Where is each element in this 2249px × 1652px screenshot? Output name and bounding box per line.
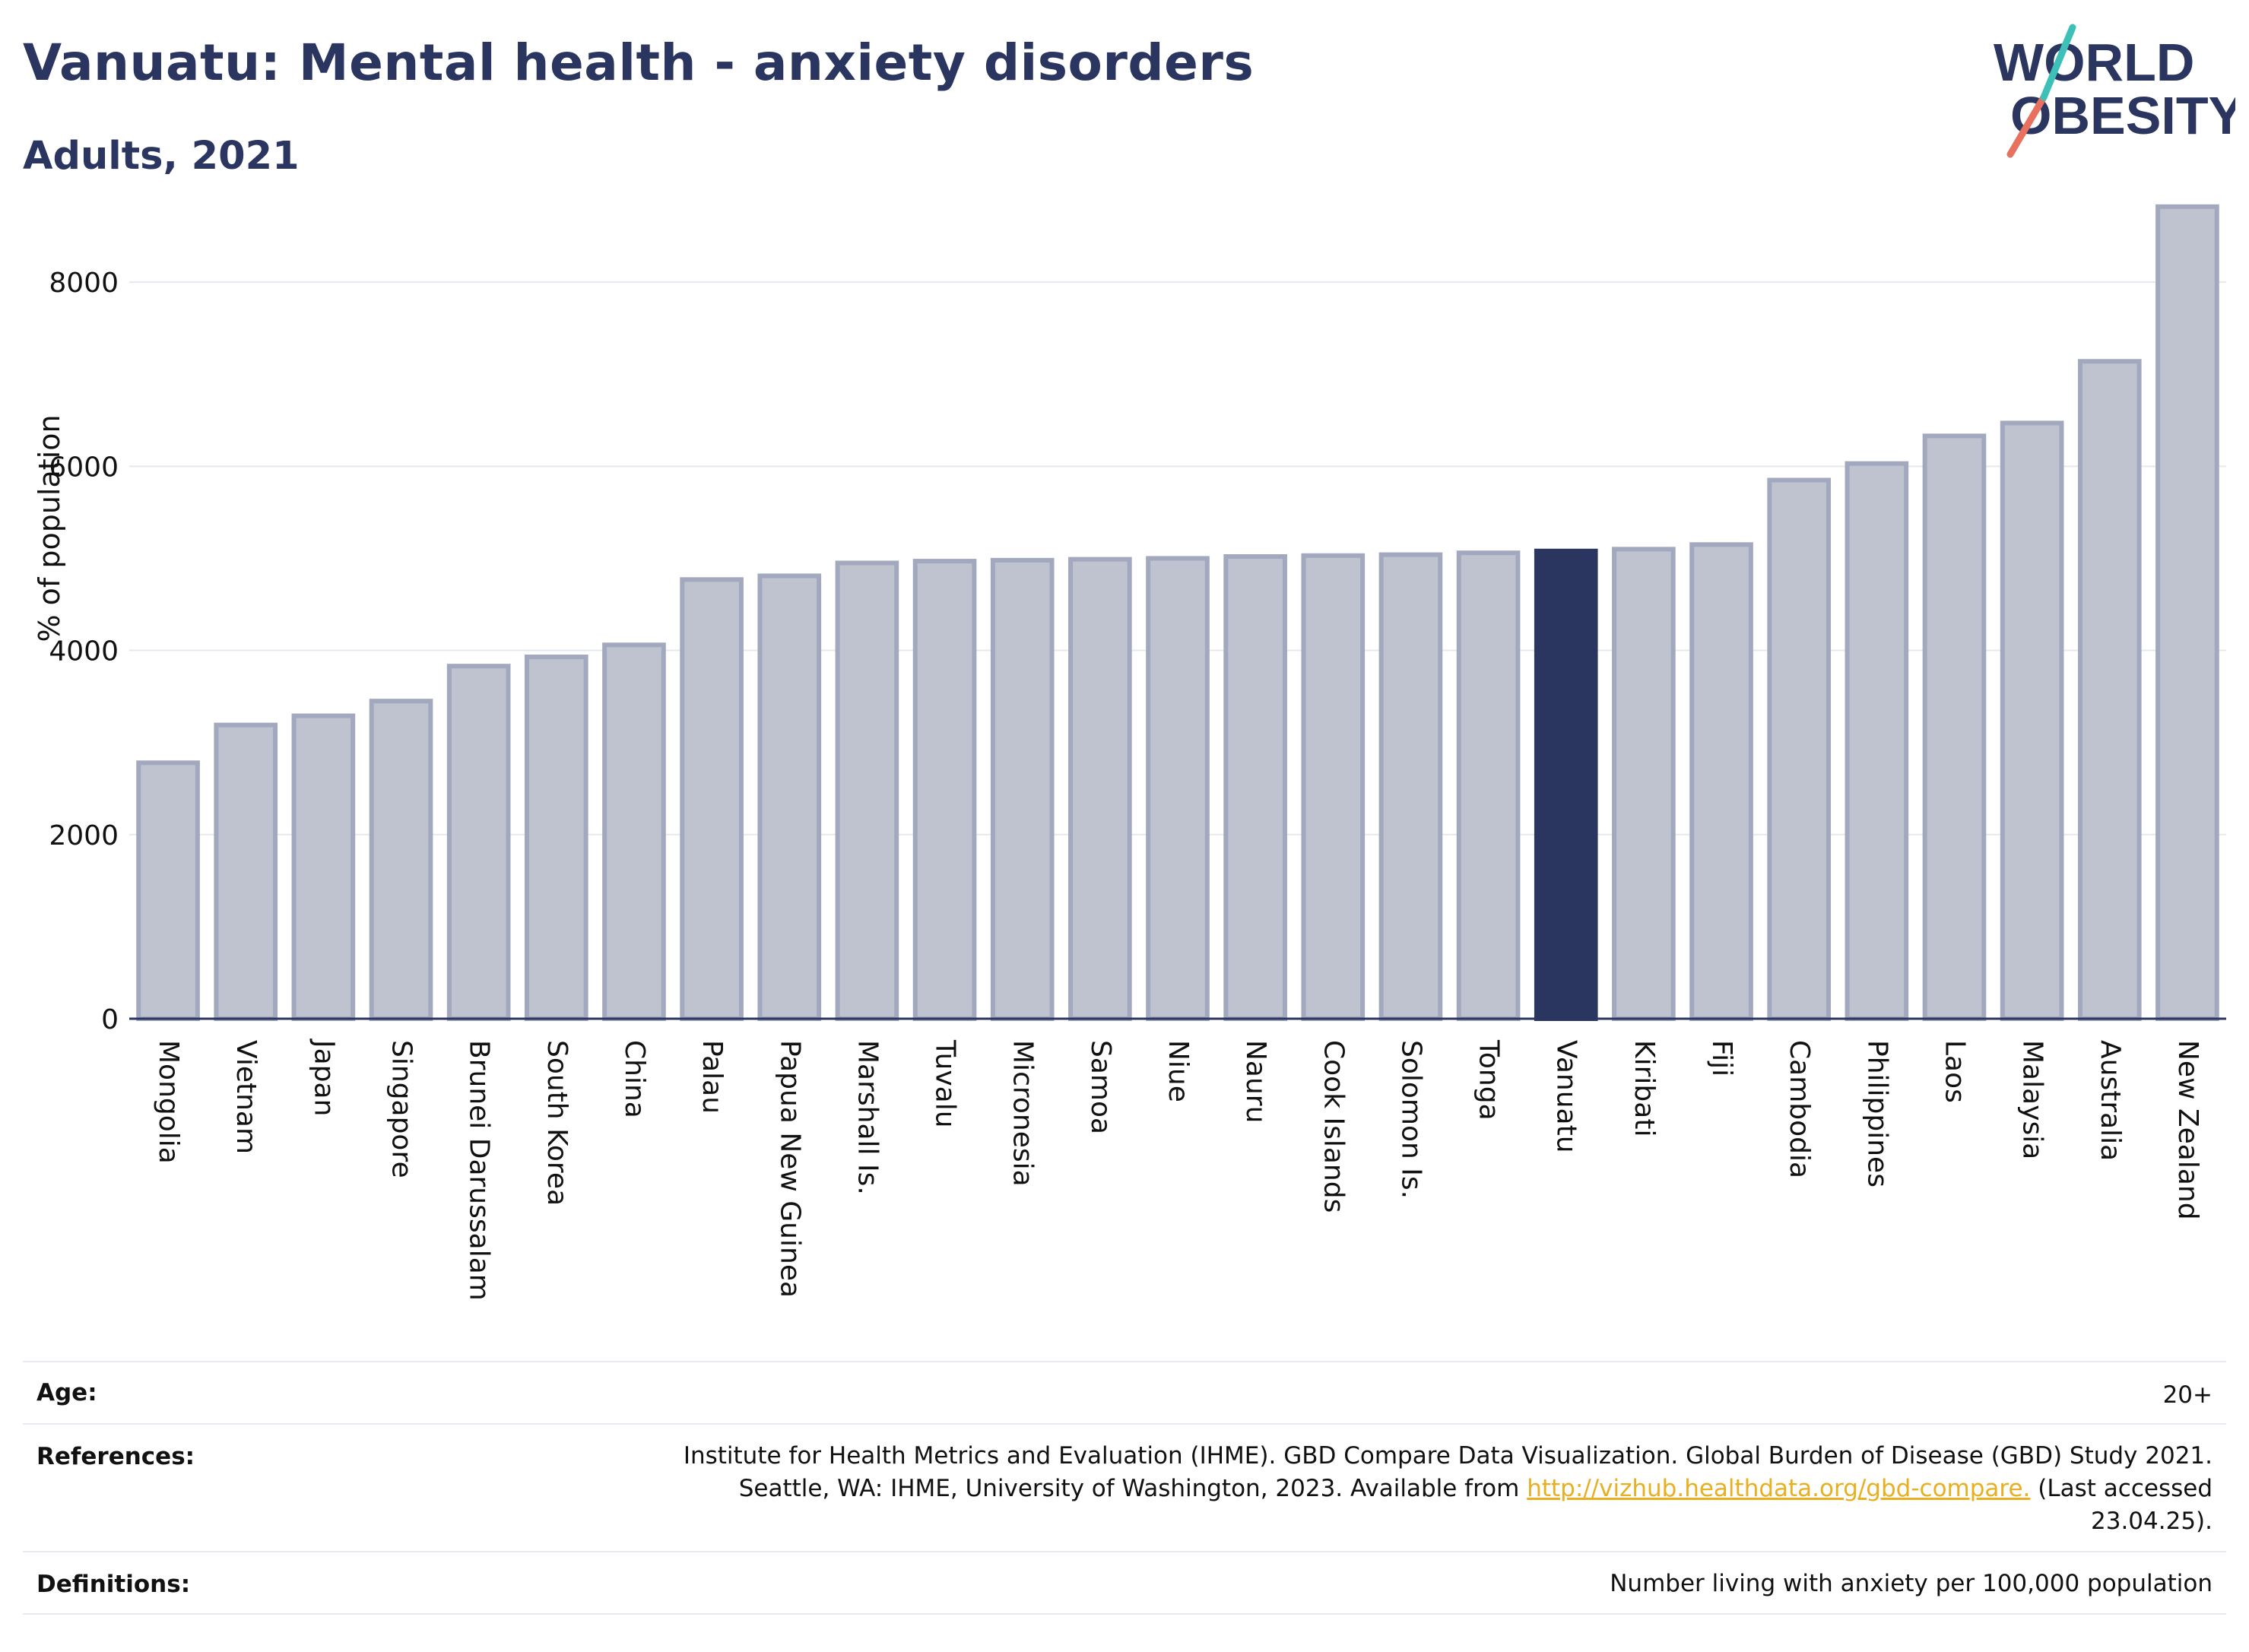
bar (1223, 554, 1287, 1021)
bar (291, 713, 356, 1021)
y-tick-label: 2000 (49, 820, 119, 851)
bar (2077, 359, 2142, 1021)
meta-age: Age: 20+ (23, 1362, 2226, 1423)
meta-divider (23, 1423, 2226, 1425)
x-tick-label: Samoa (1085, 1040, 1116, 1134)
references-line-2: Seattle, WA: IHME, University of Washing… (684, 1473, 2213, 1505)
x-tick-label: Cambodia (1784, 1040, 1815, 1178)
y-tick-label: 0 (101, 1004, 119, 1035)
bar (680, 577, 744, 1021)
y-axis-ticks: 0 2000 4000 6000 8000 (49, 268, 119, 1035)
bar (2000, 420, 2064, 1021)
bar (524, 655, 588, 1021)
x-tick-label: Fiji (1706, 1040, 1737, 1076)
x-tick-label: Vietnam (230, 1040, 262, 1154)
definitions-value: Number living with anxiety per 100,000 p… (1610, 1570, 2213, 1597)
bar (1689, 542, 1753, 1021)
references-label: References: (36, 1443, 195, 1470)
x-tick-label: Marshall Is. (852, 1040, 883, 1195)
x-tick-label: Palau (696, 1040, 728, 1114)
meta-definitions: Definitions: Number living with anxiety … (23, 1552, 2226, 1613)
bar (2155, 204, 2219, 1021)
bar (1378, 552, 1443, 1021)
svg-text:WORLD: WORLD (1994, 33, 2194, 92)
bar (369, 699, 433, 1022)
bar (1767, 477, 1832, 1021)
bar (1068, 556, 1132, 1021)
x-tick-label: Laos (1939, 1040, 1970, 1103)
bar (990, 557, 1055, 1021)
chart-title: Vanuatu: Mental health - anxiety disorde… (23, 33, 1255, 92)
x-tick-label: China (619, 1040, 650, 1118)
bar (1301, 553, 1366, 1021)
bar (1845, 461, 1909, 1021)
x-tick-label: Brunei Darussalam (464, 1040, 495, 1301)
x-tick-label: South Korea (541, 1040, 573, 1206)
bar (446, 664, 511, 1022)
chart-subtitle: Adults, 2021 (23, 134, 300, 179)
x-tick-label: Mongolia (153, 1040, 184, 1164)
meta-divider (23, 1551, 2226, 1552)
x-tick-label: Singapore (386, 1040, 417, 1178)
bar (602, 642, 666, 1021)
y-axis-label: % of population (33, 414, 66, 642)
world-obesity-logo: WORLD OBESITY (1994, 24, 2235, 158)
bar (1456, 550, 1521, 1021)
x-tick-label: Australia (2095, 1040, 2126, 1161)
meta-references: References: Institute for Health Metrics… (23, 1425, 2226, 1550)
x-tick-label: Papua New Guinea (774, 1040, 805, 1298)
y-tick-label: 4000 (49, 636, 119, 667)
definitions-label: Definitions: (36, 1571, 191, 1598)
x-tick-label: Philippines (1861, 1040, 1892, 1187)
bars (136, 204, 2219, 1022)
x-tick-label: Solomon Is. (1395, 1040, 1426, 1199)
x-tick-label: Cook Islands (1318, 1040, 1349, 1213)
bar (1612, 547, 1676, 1021)
x-tick-label: Japan (308, 1038, 339, 1116)
y-tick-label: 6000 (49, 452, 119, 483)
y-tick-label: 8000 (49, 268, 119, 299)
x-tick-label: Niue (1163, 1040, 1194, 1102)
x-tick-label: Kiribati (1629, 1040, 1660, 1137)
x-tick-label: Vanuatu (1551, 1040, 1582, 1153)
x-tick-label: New Zealand (2172, 1040, 2203, 1220)
references-value: Institute for Health Metrics and Evaluat… (684, 1440, 2213, 1538)
bar (1146, 556, 1210, 1021)
x-tick-label: Malaysia (2017, 1040, 2048, 1159)
bar (757, 573, 822, 1021)
bar-highlight (1534, 548, 1598, 1021)
bar (835, 560, 899, 1021)
bar (214, 722, 278, 1022)
bar (136, 760, 200, 1021)
references-line-1: Institute for Health Metrics and Evaluat… (683, 1442, 2213, 1470)
references-text: Seattle, WA: IHME, University of Washing… (738, 1475, 1527, 1502)
x-tick-label: Nauru (1240, 1040, 1271, 1123)
references-line-3: 23.04.25). (2091, 1508, 2213, 1535)
bar (912, 559, 977, 1021)
meta-divider (23, 1361, 2226, 1362)
x-tick-label: Micronesia (1007, 1040, 1039, 1187)
meta-divider (23, 1613, 2226, 1615)
x-axis-ticks: Mongolia Vietnam Japan Singapore Brunei Daru… (153, 1038, 2203, 1301)
bar-chart: 0 2000 4000 6000 8000 Mongolia Vietnam Japan Si… (33, 204, 2226, 1301)
age-label: Age: (36, 1379, 97, 1406)
references-text: (Last accessed (2030, 1475, 2213, 1502)
bar (1922, 433, 1987, 1021)
references-link[interactable]: http://vizhub.healthdata.org/gbd-compare… (1527, 1475, 2031, 1502)
x-tick-label: Tonga (1473, 1039, 1505, 1121)
age-value: 20+ (2162, 1381, 2213, 1409)
x-tick-label: Tuvalu (930, 1039, 961, 1128)
